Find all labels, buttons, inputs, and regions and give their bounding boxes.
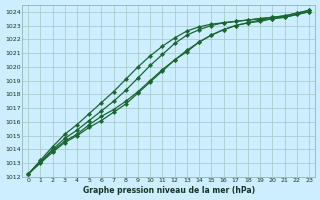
X-axis label: Graphe pression niveau de la mer (hPa): Graphe pression niveau de la mer (hPa) [83, 186, 255, 195]
